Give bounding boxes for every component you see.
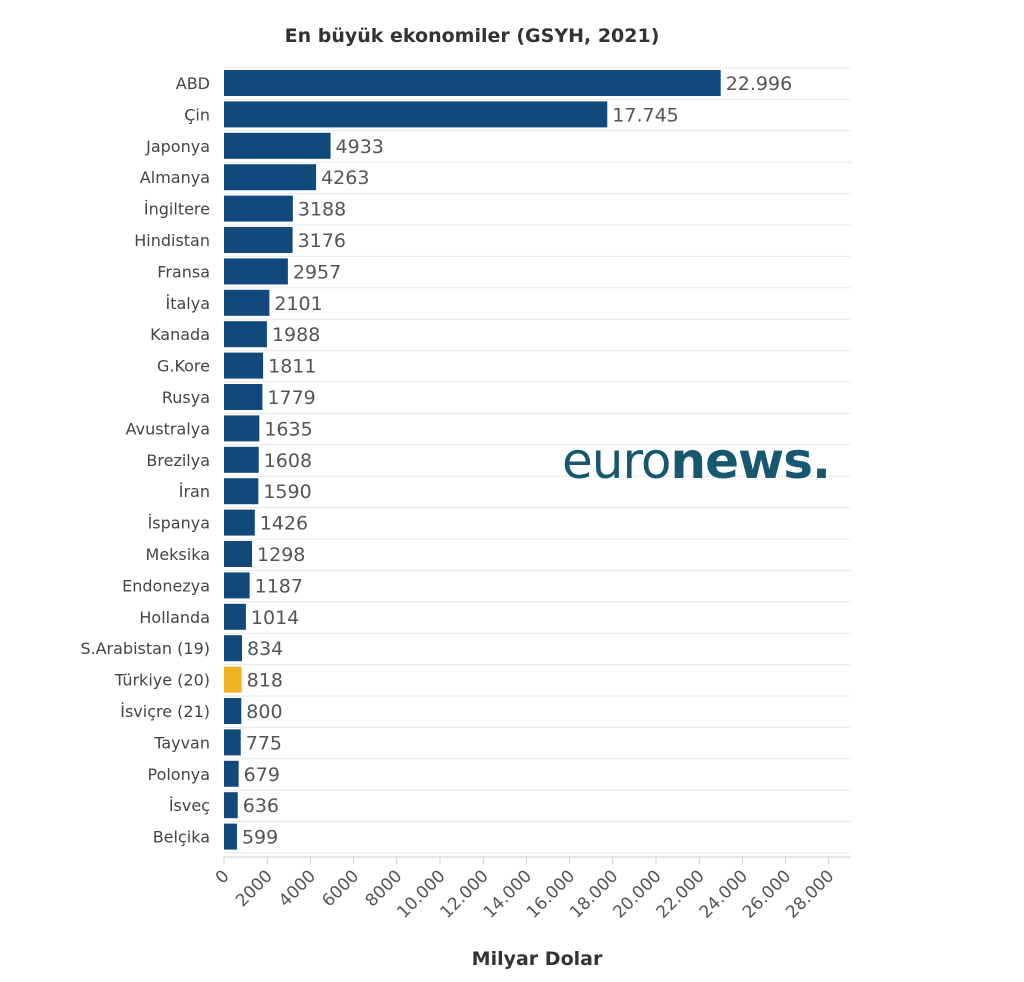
value-label: 22.996 — [726, 73, 792, 95]
category-label: Belçika — [153, 828, 210, 847]
value-label: 4263 — [321, 167, 369, 189]
category-label: Hindistan — [134, 231, 210, 250]
grid-lines — [224, 67, 851, 858]
bar-2 — [224, 132, 331, 159]
category-label: Rusya — [162, 388, 210, 407]
value-label: 1014 — [251, 607, 299, 629]
value-label: 2957 — [293, 261, 341, 283]
value-label: 1635 — [264, 418, 312, 440]
euronews-logo: euronews. — [562, 436, 831, 486]
category-label: ABD — [176, 74, 210, 93]
bar-13 — [224, 478, 259, 505]
x-tick-label: 4000 — [275, 866, 320, 911]
bar-6 — [224, 258, 288, 285]
category-label: Endonezya — [122, 576, 210, 595]
value-label: 1811 — [268, 356, 316, 378]
bar-19 — [224, 666, 242, 693]
category-label: Çin — [184, 105, 210, 124]
value-label: 679 — [244, 764, 280, 786]
category-label: Hollanda — [139, 608, 210, 627]
bar-0 — [224, 70, 721, 96]
bar-15 — [224, 541, 253, 567]
value-label: 800 — [246, 701, 282, 723]
category-label: İspanya — [148, 514, 210, 533]
category-label: Kanada — [150, 325, 210, 344]
category-label: Fransa — [157, 262, 210, 281]
value-label: 2101 — [274, 293, 322, 315]
value-label: 599 — [242, 827, 278, 849]
category-label: İtalya — [165, 294, 210, 313]
bar-3 — [224, 164, 317, 191]
bars — [224, 70, 721, 850]
bar-5 — [224, 227, 293, 253]
bar-24 — [224, 823, 237, 850]
value-label: 17.745 — [612, 104, 678, 126]
value-label: 1608 — [264, 450, 312, 472]
category-label: G.Kore — [157, 357, 210, 376]
category-labels: ABD Çin Japonya Almanya İngiltere Hindistan Fr… — [80, 74, 210, 847]
bar-17 — [224, 603, 246, 630]
category-label: Tayvan — [153, 733, 210, 752]
category-label: Japonya — [145, 137, 210, 156]
value-label: 1779 — [267, 387, 315, 409]
category-label: Türkiye (20) — [114, 671, 210, 690]
x-axis-label: Milyar Dolar — [472, 948, 603, 970]
bar-9 — [224, 352, 264, 379]
chart-title: En büyük ekonomiler (GSYH, 2021) — [285, 25, 660, 47]
value-label: 1590 — [263, 481, 311, 503]
value-label: 1426 — [260, 513, 308, 535]
value-labels: 22.996 17.745 4933 4263 3188 3176 2957 2101 1988… — [242, 73, 792, 849]
bar-21 — [224, 729, 241, 756]
category-label: Brezilya — [146, 451, 210, 470]
value-label: 3188 — [298, 199, 346, 221]
x-axis-ticks: 0200040006000800010.00012.00014.00016.00… — [212, 857, 838, 923]
category-label: Almanya — [140, 168, 210, 187]
bar-23 — [224, 792, 238, 819]
category-label: İsveç — [169, 796, 210, 815]
value-label: 4933 — [336, 136, 384, 158]
x-tick-label: 6000 — [318, 866, 363, 911]
x-tick-label: 2000 — [232, 866, 277, 911]
x-tick-label: 0 — [212, 866, 234, 888]
bar-20 — [224, 698, 242, 724]
value-label: 818 — [247, 670, 283, 692]
bar-16 — [224, 572, 250, 599]
value-label: 1187 — [255, 575, 303, 597]
category-label: İngiltere — [144, 200, 210, 219]
bar-22 — [224, 760, 239, 787]
value-label: 834 — [247, 638, 283, 660]
value-label: 775 — [246, 732, 282, 754]
bar-8 — [224, 321, 267, 348]
bar-7 — [224, 289, 270, 316]
category-label: İran — [179, 482, 210, 501]
x-tick-label: 28.000 — [782, 866, 838, 922]
bar-10 — [224, 384, 263, 410]
logo-part-euro: euro — [562, 432, 671, 490]
value-label: 1988 — [272, 324, 320, 346]
logo-part-news: news. — [670, 432, 831, 490]
bar-14 — [224, 509, 255, 536]
category-label: Avustralya — [126, 419, 210, 438]
category-label: İsviçre (21) — [120, 702, 210, 721]
bar-4 — [224, 195, 293, 222]
bar-18 — [224, 635, 243, 662]
value-label: 636 — [243, 795, 279, 817]
bar-12 — [224, 446, 259, 473]
bar-11 — [224, 415, 260, 442]
category-label: S.Arabistan (19) — [80, 639, 210, 658]
value-label: 1298 — [257, 544, 305, 566]
value-label: 3176 — [298, 230, 346, 252]
category-label: Polonya — [147, 765, 210, 784]
category-label: Meksika — [146, 545, 210, 564]
bar-1 — [224, 101, 608, 128]
